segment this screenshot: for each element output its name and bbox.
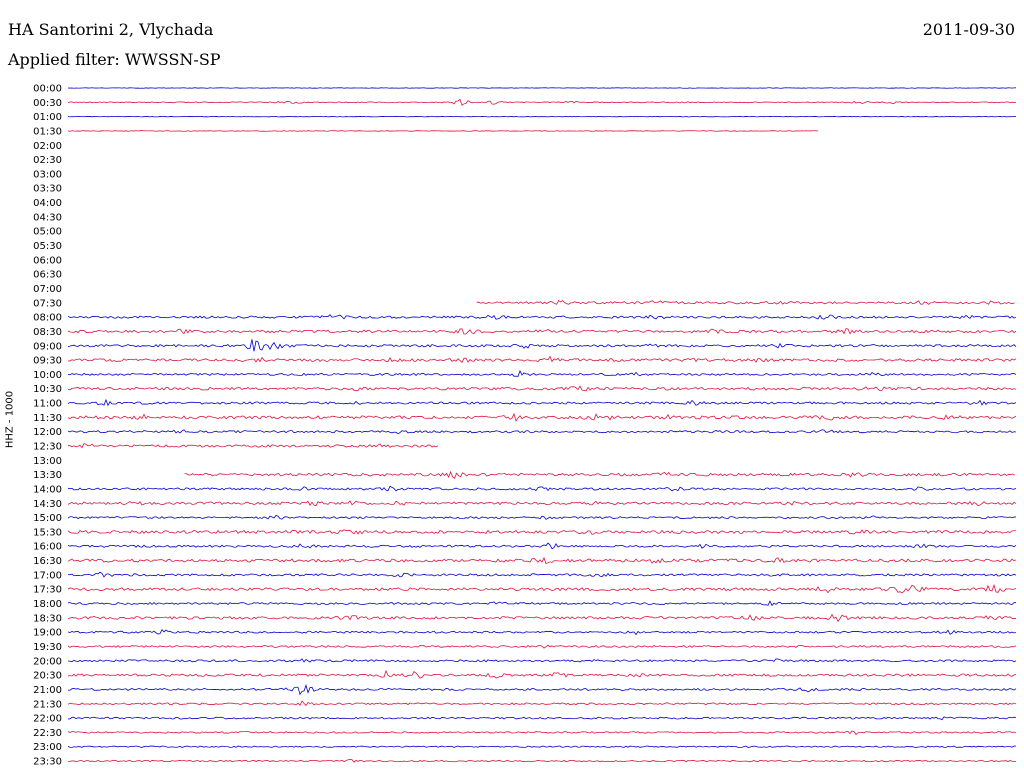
trace-15:00 — [67, 514, 1017, 520]
trace-01:30 — [67, 130, 819, 132]
trace-23:00 — [67, 745, 1017, 748]
trace-08:30 — [67, 328, 1017, 335]
time-label: 22:30 — [33, 728, 62, 739]
date-label: 2011-09-30 — [922, 20, 1015, 39]
time-label: 09:30 — [33, 356, 62, 367]
trace-21:30 — [67, 700, 1017, 707]
trace-08:00 — [67, 314, 1017, 320]
time-label: 13:30 — [33, 470, 62, 481]
time-label: 02:30 — [33, 155, 62, 166]
trace-12:00 — [67, 429, 1017, 435]
time-label: 18:30 — [33, 613, 62, 624]
time-label: 22:00 — [33, 714, 62, 725]
time-label: 21:30 — [33, 699, 62, 710]
time-label: 02:00 — [33, 141, 62, 152]
trace-22:30 — [67, 730, 1017, 736]
time-label: 18:00 — [33, 599, 62, 610]
trace-16:00 — [67, 542, 1017, 550]
trace-17:30 — [67, 583, 1017, 594]
station-title: HA Santorini 2, Vlychada — [8, 20, 214, 39]
trace-19:30 — [67, 644, 1017, 649]
time-label: 13:00 — [33, 456, 62, 467]
trace-20:30 — [67, 669, 1017, 679]
time-label: 14:00 — [33, 485, 62, 496]
time-label: 07:30 — [33, 298, 62, 309]
time-label: 23:30 — [33, 757, 62, 768]
trace-14:00 — [67, 485, 1017, 492]
time-label: 16:00 — [33, 542, 62, 553]
time-label: 05:30 — [33, 241, 62, 252]
filter-label: Applied filter: WWSSN-SP — [8, 50, 221, 69]
time-label: 19:00 — [33, 628, 62, 639]
time-label: 00:30 — [33, 98, 62, 109]
time-label: 03:30 — [33, 184, 62, 195]
time-label: 23:00 — [33, 742, 62, 753]
trace-11:00 — [67, 398, 1017, 407]
time-label: 19:30 — [33, 642, 62, 653]
time-label: 01:30 — [33, 127, 62, 138]
trace-20:00 — [67, 658, 1017, 663]
time-label: 16:30 — [33, 556, 62, 567]
trace-18:30 — [67, 613, 1017, 623]
time-label: 05:00 — [33, 227, 62, 238]
time-label: 11:00 — [33, 399, 62, 410]
time-label: 00:00 — [33, 84, 62, 95]
trace-10:30 — [67, 385, 1017, 392]
trace-07:30 — [476, 300, 1015, 305]
trace-21:00 — [67, 683, 1017, 696]
time-label: 17:30 — [33, 585, 62, 596]
time-label: 06:30 — [33, 270, 62, 281]
time-label: 08:30 — [33, 327, 62, 338]
trace-15:30 — [67, 529, 1017, 535]
time-label: 09:00 — [33, 341, 62, 352]
time-label: 12:30 — [33, 442, 62, 453]
trace-10:00 — [67, 370, 1017, 377]
time-label: 20:30 — [33, 671, 62, 682]
time-label: 01:00 — [33, 112, 62, 123]
time-label: 15:30 — [33, 527, 62, 538]
trace-23:30 — [67, 759, 1017, 763]
trace-09:30 — [67, 355, 1017, 364]
time-label: 08:00 — [33, 313, 62, 324]
time-label: 07:00 — [33, 284, 62, 295]
trace-14:30 — [67, 500, 1017, 507]
time-label: 06:00 — [33, 255, 62, 266]
time-label: 04:00 — [33, 198, 62, 209]
trace-18:00 — [67, 600, 1017, 607]
trace-09:00 — [67, 339, 1017, 352]
time-label: 04:30 — [33, 212, 62, 223]
time-label: 15:00 — [33, 513, 62, 524]
trace-01:00 — [67, 115, 1017, 118]
trace-17:00 — [67, 571, 1017, 578]
trace-22:00 — [67, 716, 1017, 721]
time-label: 21:00 — [33, 685, 62, 696]
time-label: 03:00 — [33, 169, 62, 180]
time-label: 20:00 — [33, 656, 62, 667]
time-label: 10:30 — [33, 384, 62, 395]
trace-00:00 — [67, 87, 1017, 89]
trace-00:30 — [67, 98, 1016, 106]
trace-13:30 — [184, 470, 1015, 479]
time-label: 12:00 — [33, 427, 62, 438]
time-label: 10:00 — [33, 370, 62, 381]
trace-16:30 — [67, 556, 1017, 565]
trace-19:00 — [67, 628, 1017, 636]
time-label: 11:30 — [33, 413, 62, 424]
trace-12:30 — [67, 443, 439, 449]
trace-11:30 — [67, 412, 1017, 422]
time-label: 17:00 — [33, 570, 62, 581]
time-label: 14:30 — [33, 499, 62, 510]
